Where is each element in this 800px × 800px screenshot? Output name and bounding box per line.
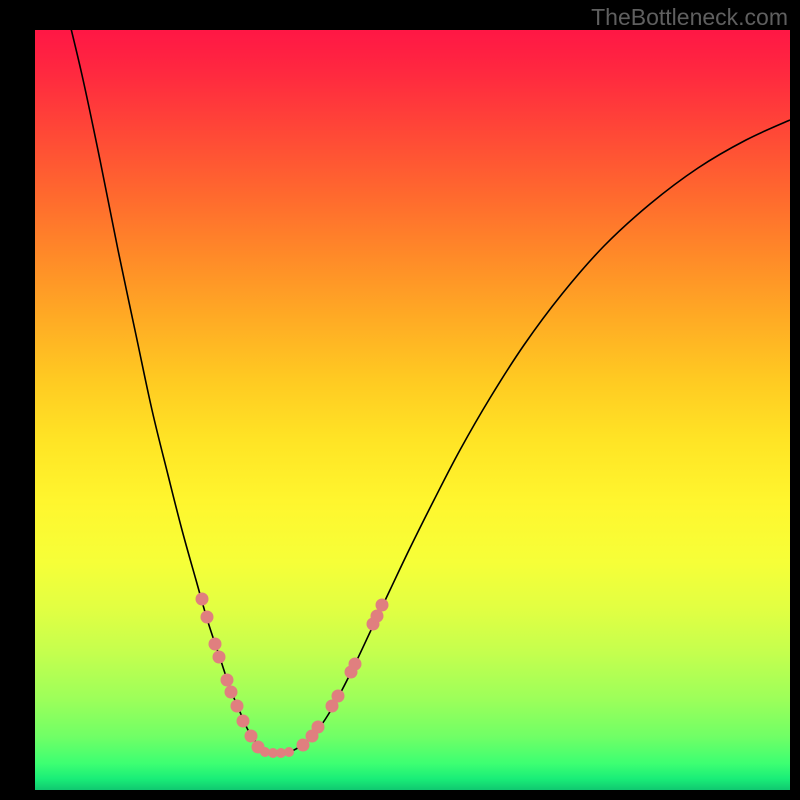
plot-area — [35, 30, 790, 790]
chart-stage: TheBottleneck.com — [0, 0, 800, 800]
gradient-background — [35, 30, 790, 790]
watermark-text: TheBottleneck.com — [591, 4, 788, 31]
